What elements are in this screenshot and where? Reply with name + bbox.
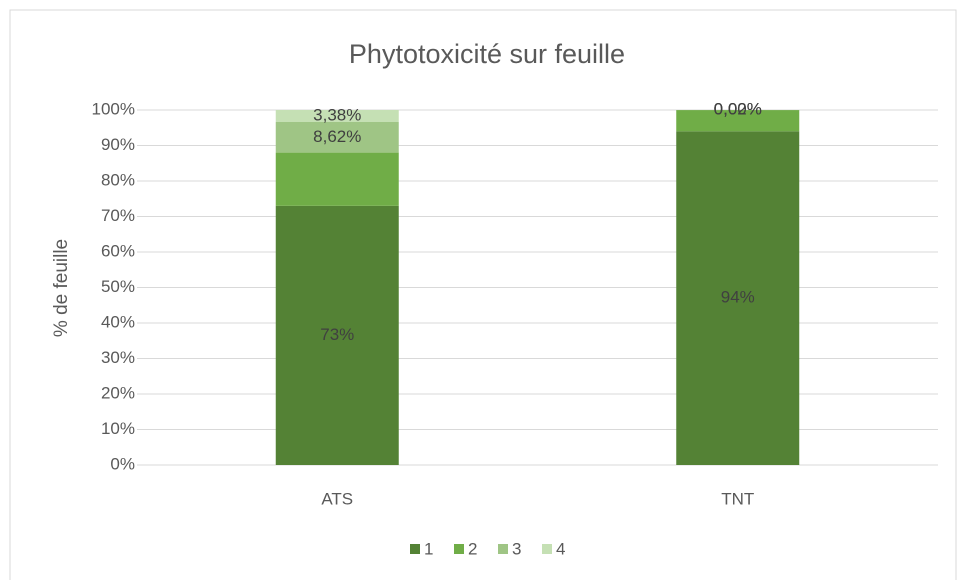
y-tick-label: 60% xyxy=(101,241,135,260)
legend-label: 4 xyxy=(556,539,565,558)
legend-swatch xyxy=(410,544,420,554)
data-label: 3,38% xyxy=(313,105,361,124)
y-tick-label: 30% xyxy=(101,348,135,367)
y-tick-label: 20% xyxy=(101,383,135,402)
data-label: 94% xyxy=(721,288,755,307)
bar-segment xyxy=(676,110,800,132)
x-tick-label: ATS xyxy=(321,489,353,508)
chart-title: Phytotoxicité sur feuille xyxy=(349,39,625,69)
legend-swatch xyxy=(498,544,508,554)
bar-segment xyxy=(275,110,399,122)
y-tick-label: 50% xyxy=(101,277,135,296)
data-label: 73% xyxy=(320,325,354,344)
data-label: 0,02% xyxy=(714,100,762,119)
y-tick-label: 80% xyxy=(101,170,135,189)
y-tick-label: 70% xyxy=(101,206,135,225)
y-axis-label: % de feuille xyxy=(51,239,72,337)
chart-frame xyxy=(9,9,957,580)
y-tick-label: 100% xyxy=(92,99,135,118)
y-tick-label: 0% xyxy=(110,454,135,473)
y-tick-label: 10% xyxy=(101,419,135,438)
bar-segment xyxy=(275,152,399,206)
legend-swatch xyxy=(454,544,464,554)
y-tick-label: 90% xyxy=(101,135,135,154)
bar-segment xyxy=(275,121,399,153)
bar-segment xyxy=(275,205,399,465)
legend-label: 1 xyxy=(424,539,433,558)
legend-label: 3 xyxy=(512,539,521,558)
x-tick-label: TNT xyxy=(721,489,754,508)
legend-label: 2 xyxy=(468,539,477,558)
legend-swatch xyxy=(542,544,552,554)
bar-segment xyxy=(676,131,800,466)
y-tick-label: 40% xyxy=(101,312,135,331)
data-label: 8,62% xyxy=(313,127,361,146)
data-label: 0,00% xyxy=(714,99,762,118)
